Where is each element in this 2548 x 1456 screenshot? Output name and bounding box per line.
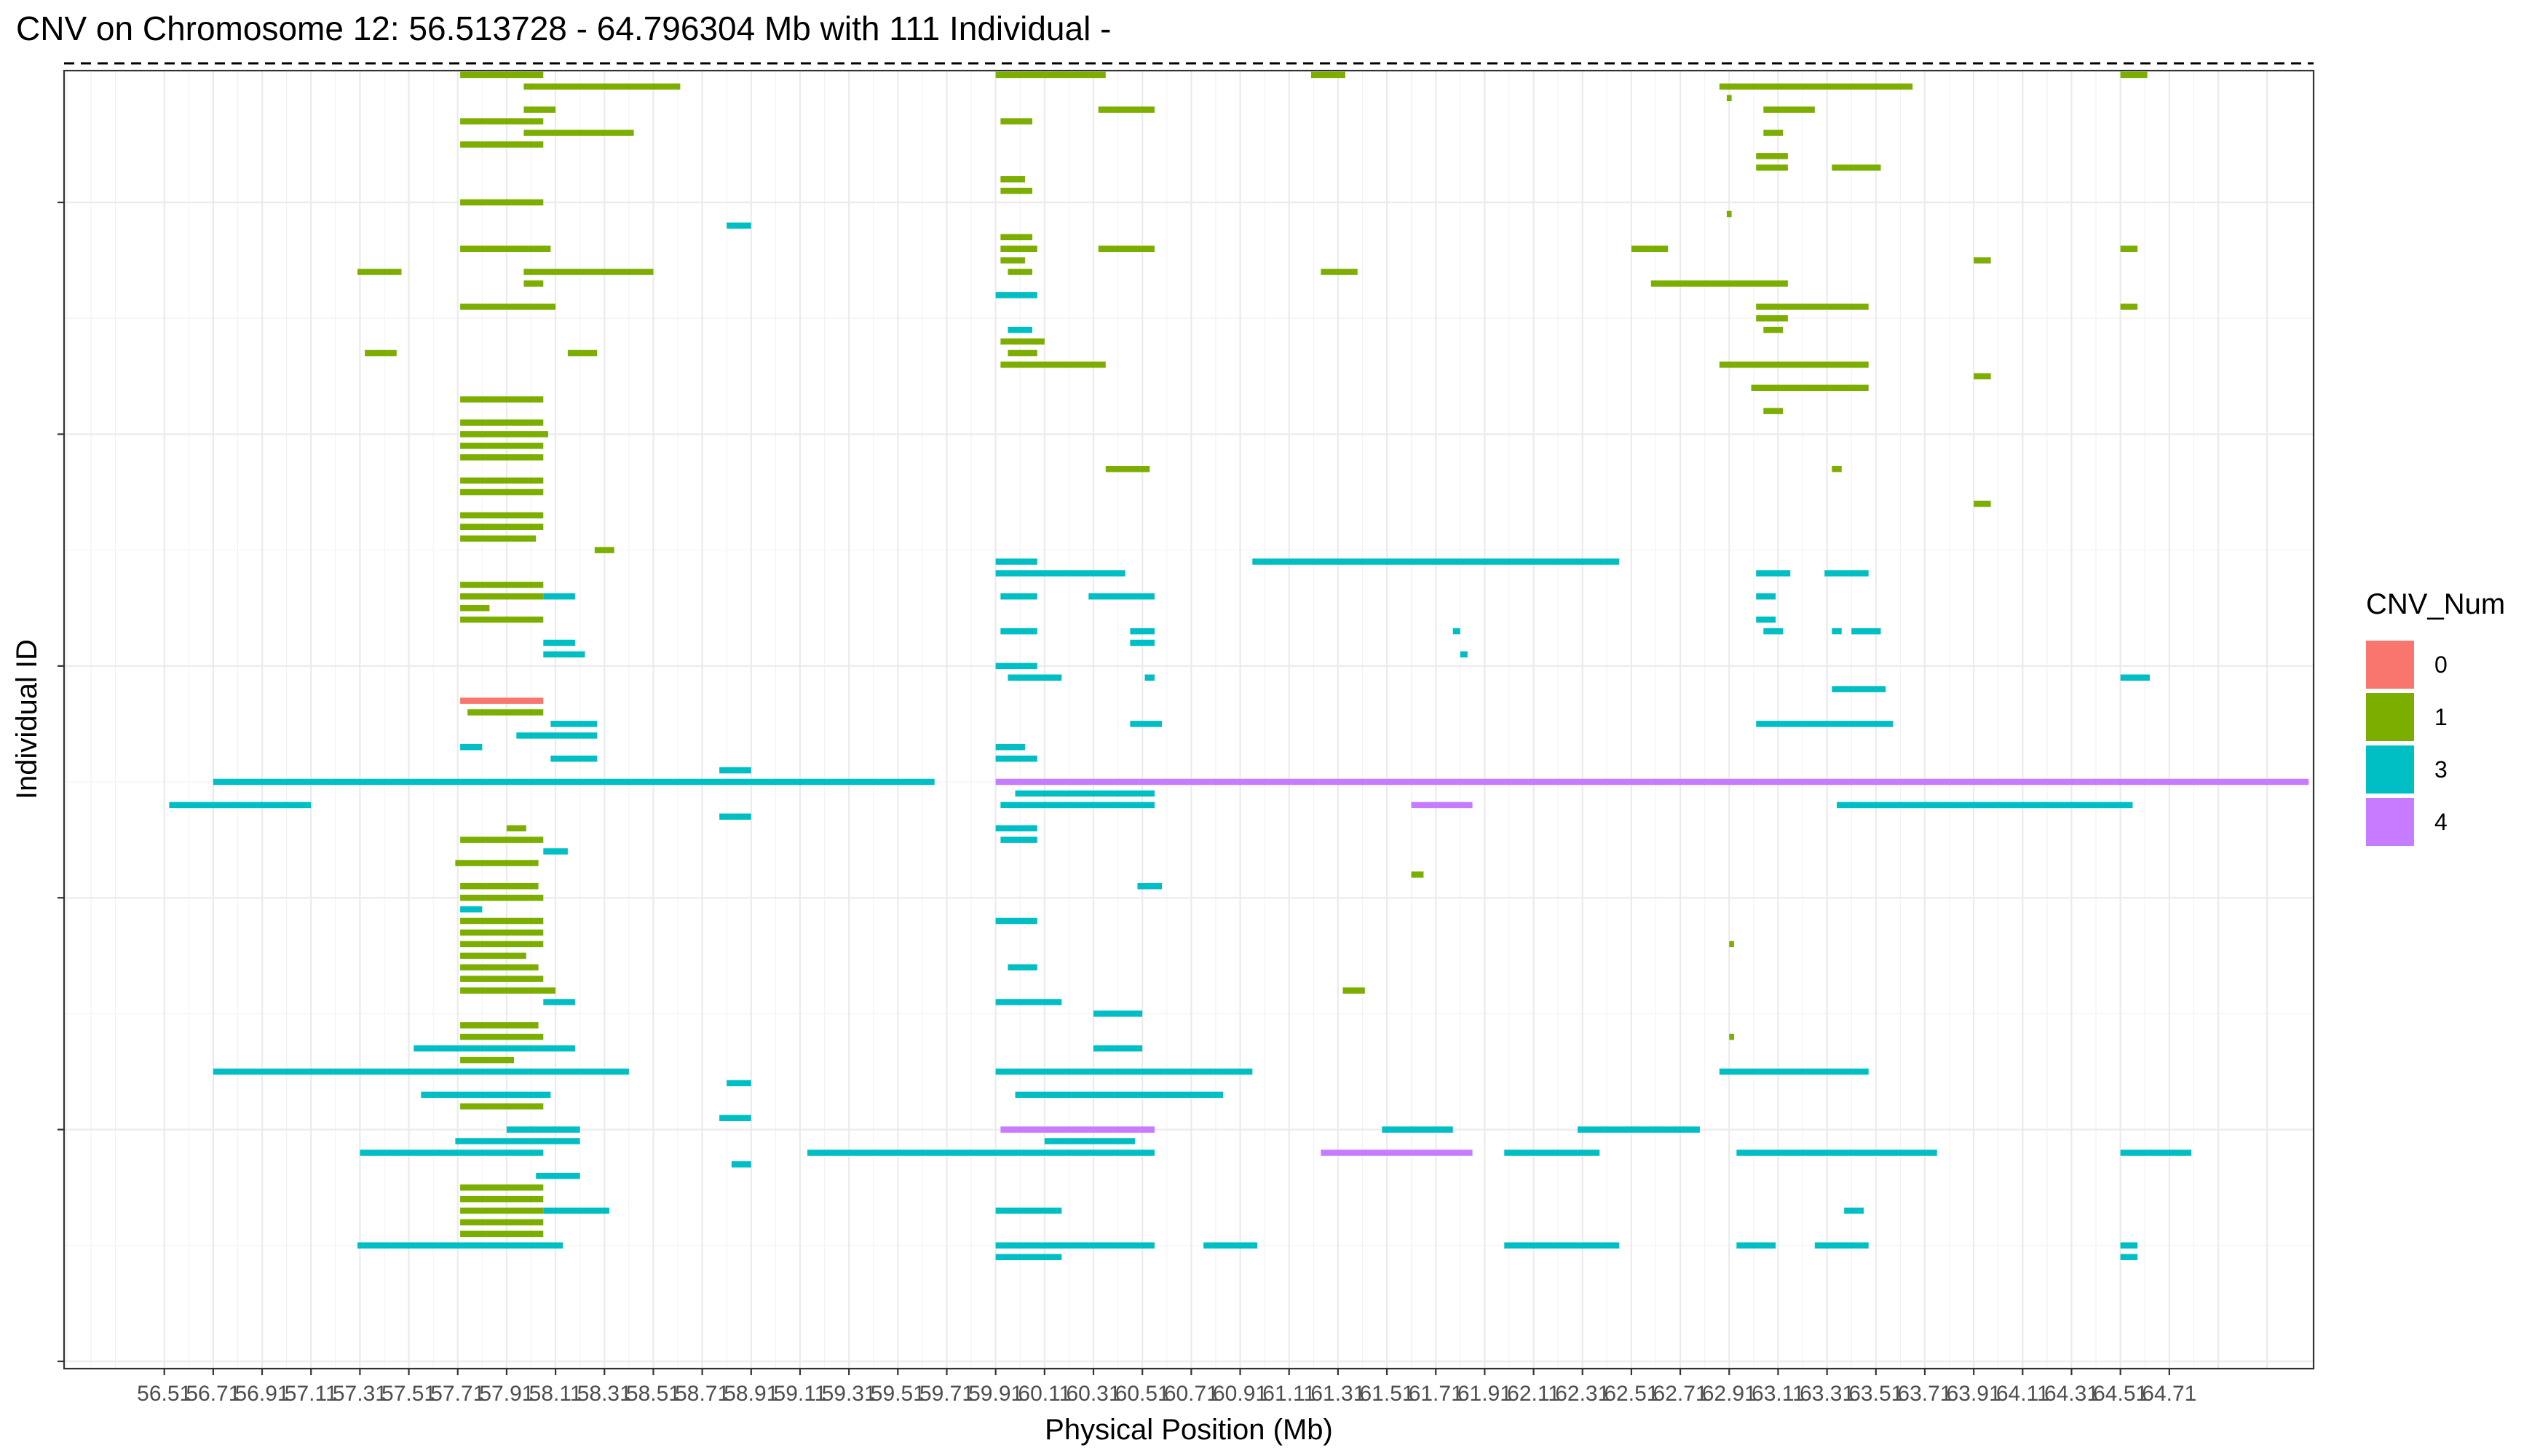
x-axis-ticks: 56.5156.7156.9157.1157.3157.5157.7157.91… <box>137 1369 2196 1406</box>
x-tick-label: 61.11 <box>1262 1382 1315 1406</box>
x-tick-label: 57.31 <box>333 1382 387 1406</box>
x-tick-label: 61.51 <box>1360 1382 1415 1406</box>
x-tick-label: 62.51 <box>1604 1382 1658 1406</box>
legend-title: CNV_Num <box>2366 588 2506 620</box>
x-tick-label: 61.91 <box>1457 1382 1512 1406</box>
x-tick-label: 56.91 <box>235 1382 290 1406</box>
x-tick-label: 61.31 <box>1310 1382 1365 1406</box>
legend-item-3: 3 <box>2366 743 2533 796</box>
x-tick-label: 58.51 <box>626 1382 681 1406</box>
legend-label-4: 4 <box>2434 808 2448 835</box>
x-tick-label: 60.51 <box>1115 1382 1170 1406</box>
plot-background <box>64 71 2314 1369</box>
x-tick-label: 62.31 <box>1555 1382 1610 1406</box>
x-tick-label: 62.71 <box>1653 1382 1708 1406</box>
legend-swatch-3 <box>2366 745 2414 794</box>
x-tick-label: 57.51 <box>381 1382 436 1406</box>
x-tick-label: 60.91 <box>1213 1382 1267 1406</box>
legend-label-3: 3 <box>2434 756 2448 783</box>
x-tick-label: 57.11 <box>285 1382 338 1406</box>
legend-item-0: 0 <box>2366 638 2533 691</box>
legend-item-1: 1 <box>2366 691 2533 743</box>
x-tick-label: 59.51 <box>871 1382 925 1406</box>
x-tick-label: 60.11 <box>1018 1382 1071 1406</box>
x-tick-label: 58.31 <box>577 1382 632 1406</box>
x-tick-label: 56.71 <box>186 1382 240 1406</box>
legend-item-4: 4 <box>2366 796 2533 848</box>
legend-swatch-1 <box>2366 693 2414 741</box>
x-tick-label: 63.31 <box>1800 1382 1854 1406</box>
segments-layer <box>169 71 2309 1260</box>
x-tick-label: 59.91 <box>968 1382 1023 1406</box>
legend-label-1: 1 <box>2434 703 2448 730</box>
x-tick-label: 62.11 <box>1507 1382 1560 1406</box>
x-tick-label: 63.71 <box>1897 1382 1952 1406</box>
x-tick-label: 63.91 <box>1947 1382 2001 1406</box>
legend-swatch-0 <box>2366 641 2414 689</box>
x-tick-label: 58.71 <box>675 1382 729 1406</box>
x-tick-label: 64.51 <box>2093 1382 2148 1406</box>
y-axis-ticks <box>58 201 64 1363</box>
x-tick-label: 56.51 <box>137 1382 191 1406</box>
x-tick-label: 58.11 <box>529 1382 582 1406</box>
x-tick-label: 57.71 <box>430 1382 485 1406</box>
x-tick-label: 64.31 <box>2044 1382 2099 1406</box>
x-tick-label: 60.71 <box>1164 1382 1219 1406</box>
legend: CNV_Num 0 1 3 4 <box>2366 588 2533 848</box>
x-tick-label: 64.71 <box>2142 1382 2196 1406</box>
x-tick-label: 59.11 <box>774 1382 827 1406</box>
x-tick-label: 59.31 <box>822 1382 877 1406</box>
legend-swatch-4 <box>2366 798 2414 846</box>
legend-label-0: 0 <box>2434 651 2448 678</box>
y-axis-label: Individual ID <box>11 639 43 799</box>
x-axis-label: Physical Position (Mb) <box>1045 1414 1333 1446</box>
x-tick-label: 58.91 <box>724 1382 778 1406</box>
chart-title: CNV on Chromosome 12: 56.513728 - 64.796… <box>16 9 1112 47</box>
plot-border <box>63 69 2315 1370</box>
x-tick-label: 62.91 <box>1702 1382 1757 1406</box>
x-tick-label: 64.11 <box>1996 1382 2049 1406</box>
x-tick-label: 61.71 <box>1409 1382 1463 1406</box>
x-tick-label: 59.71 <box>919 1382 974 1406</box>
x-tick-label: 60.31 <box>1066 1382 1120 1406</box>
x-tick-label: 57.91 <box>479 1382 534 1406</box>
x-tick-label: 63.11 <box>1752 1382 1805 1406</box>
x-tick-label: 63.51 <box>1848 1382 1903 1406</box>
